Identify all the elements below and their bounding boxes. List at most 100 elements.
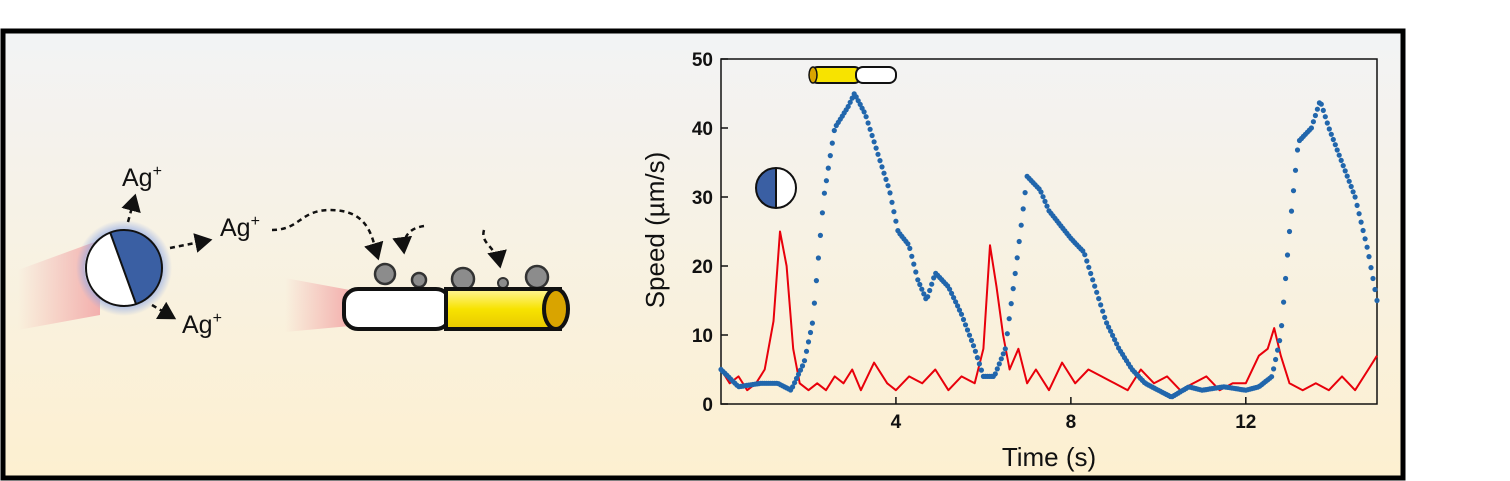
series-sphere-point [1286, 228, 1293, 235]
series-sphere-point [811, 300, 818, 306]
y-tick-label: 0 [702, 395, 713, 416]
series-sphere-point [845, 103, 851, 110]
ion-diffusion-path [271, 208, 384, 261]
series-sphere-point [974, 355, 981, 361]
ion-label-middle: Ag+ [220, 213, 260, 242]
series-sphere-point [1275, 347, 1281, 353]
series-sphere-point [1092, 283, 1098, 289]
series-sphere-point [917, 281, 923, 288]
series-sphere-point [1366, 254, 1372, 260]
series-sphere-point [889, 199, 895, 205]
series-sphere-point [803, 348, 810, 354]
series-sphere-point [970, 343, 977, 349]
series-sphere-point [911, 261, 917, 267]
y-tick-label: 40 [692, 119, 713, 140]
series-sphere-point [825, 165, 831, 171]
series-sphere-point [1096, 296, 1102, 302]
series-sphere-point [827, 153, 833, 159]
series-sphere-point [960, 316, 967, 323]
series-sphere-point [813, 278, 820, 284]
y-tick-label: 10 [692, 326, 713, 347]
series-sphere-point [877, 158, 883, 164]
series-sphere-point [847, 99, 853, 105]
series-sphere-point [1042, 198, 1048, 204]
series-sphere-point [1330, 136, 1336, 143]
deposited-particles [373, 262, 550, 292]
series-sphere-point [795, 371, 802, 377]
series-sphere-point [1008, 301, 1014, 307]
series-sphere-point [1372, 286, 1378, 293]
y-axis-title: Speed (µm/s) [640, 152, 670, 309]
series-sphere-point [915, 277, 921, 283]
series-sphere-point [875, 151, 881, 157]
series-sphere-point [1110, 332, 1116, 338]
series-sphere-point [792, 380, 798, 386]
series-sphere-point [1283, 275, 1289, 282]
series-sphere-point [1352, 194, 1358, 200]
y-tick-label: 30 [692, 188, 713, 209]
series-sphere-point [1368, 265, 1374, 271]
series-sphere-point [978, 367, 985, 373]
series-sphere-point [1022, 190, 1028, 196]
series-sphere-point [992, 371, 998, 377]
series-sphere-point [1294, 147, 1301, 153]
series-sphere-point [1292, 167, 1299, 173]
series-sphere-point [994, 366, 1000, 372]
series-sphere-point [1288, 208, 1295, 214]
series-sphere-point [1358, 219, 1364, 225]
plot-area [720, 58, 1378, 405]
sphere-blue-half [110, 229, 162, 304]
series-sphere-point [883, 176, 889, 182]
series-sphere-point [1114, 341, 1120, 347]
legend-icon-rod [808, 66, 897, 84]
sphere-white-half [84, 232, 136, 307]
series-sphere-point [821, 190, 828, 196]
speed-chart: 0 10 20 30 40 50 4 8 12 Speed (µm/s) Time (s) [640, 50, 1380, 472]
ion-label-bottom: Ag+ [182, 310, 222, 339]
series-sphere-point [998, 356, 1004, 362]
series-sphere-point [849, 95, 855, 101]
series-sphere-point [1010, 286, 1016, 292]
ion-arrow-right [169, 233, 213, 253]
series-sphere-point [871, 139, 877, 145]
series-sphere-point [1084, 258, 1090, 264]
series-sphere-point [869, 132, 875, 139]
series-sphere-point [865, 120, 871, 126]
series-sphere-point [887, 190, 893, 196]
series-sphere-point [955, 303, 961, 309]
schematic: Ag+ Ag+ Ag+ [18, 163, 570, 339]
series-sphere-point [1038, 189, 1044, 195]
series-sphere-point [1290, 188, 1297, 194]
series-sphere-point [815, 255, 822, 261]
series-sphere-point [1318, 101, 1324, 107]
series-sphere-point [1014, 255, 1020, 261]
series-sphere-point [817, 232, 824, 238]
series-sphere-point [1277, 338, 1283, 344]
series-sphere-point [1108, 328, 1114, 334]
series-sphere-point [893, 218, 899, 224]
series-sphere-point [1086, 264, 1092, 270]
series-sphere-point [931, 275, 937, 281]
series-sphere-point [1106, 324, 1112, 330]
legend-icon-sphere [755, 167, 797, 209]
rod-gold-cap [542, 287, 570, 331]
series-sphere-point [929, 281, 935, 287]
series-sphere-point [1340, 163, 1346, 169]
series-sphere-point [972, 348, 979, 354]
series-sphere-point [879, 164, 885, 170]
ion-arrow-up [121, 193, 141, 223]
y-tick-label: 20 [692, 257, 713, 278]
series-sphere-point [1102, 314, 1108, 320]
particle [450, 266, 476, 292]
x-tick-label: 4 [891, 412, 902, 433]
series-sphere-point [1344, 173, 1350, 179]
series-sphere-point [809, 320, 816, 326]
particle [524, 264, 550, 290]
ion-label-top: Ag+ [122, 163, 162, 192]
series-sphere-point [1279, 323, 1285, 329]
series-sphere-point [1370, 275, 1376, 282]
series-sphere-point [1314, 106, 1320, 112]
ion-arrow-down [151, 301, 177, 320]
particle [497, 277, 509, 289]
